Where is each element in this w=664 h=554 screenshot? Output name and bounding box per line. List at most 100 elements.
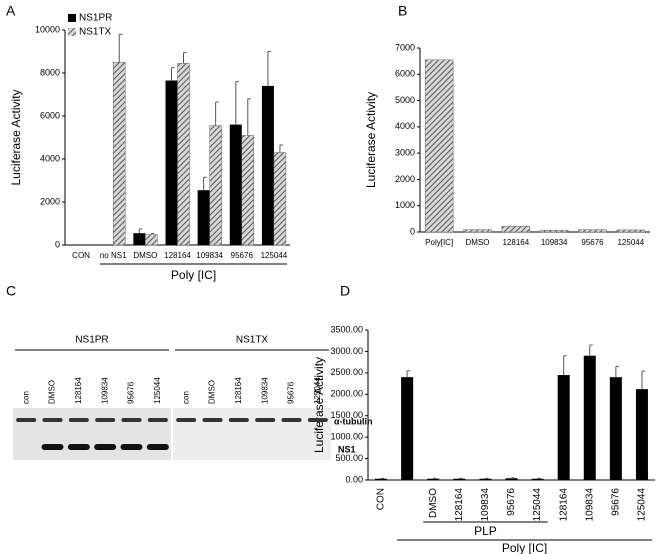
y-tick-label: 7000 (395, 42, 415, 52)
y-tick-label: 6000 (40, 110, 60, 120)
bar (635, 389, 648, 480)
blot-image (13, 408, 171, 460)
y-tick-label: 1000.00 (330, 432, 363, 442)
bar (427, 478, 440, 480)
bar (261, 85, 274, 246)
band (120, 444, 143, 450)
x-tick-label: 128164 (454, 488, 465, 522)
bar (197, 190, 210, 245)
x-tick-label: 125044 (617, 238, 644, 247)
bar (424, 59, 454, 233)
y-tick-label: 500.00 (335, 453, 363, 463)
bar (375, 478, 388, 480)
x-tick-label: DMSO (428, 488, 439, 518)
band (202, 418, 223, 422)
x-tick-label: Poly[IC] (425, 238, 453, 247)
bar (479, 478, 492, 480)
lane-label: 125044 (313, 377, 322, 404)
lane-label: con (181, 391, 190, 404)
panel-letter: C (6, 283, 16, 299)
legend-swatch (68, 28, 76, 36)
lane-label: 128164 (74, 377, 83, 404)
x-tick-label: 95676 (506, 488, 517, 516)
bar (165, 80, 178, 246)
bar (241, 135, 255, 246)
x-tick-label: 125044 (637, 488, 648, 522)
band (41, 444, 64, 450)
panel-letter: B (398, 3, 407, 19)
y-tick-label: 1000 (395, 200, 415, 210)
bar (112, 62, 126, 246)
y-tick-label: 0 (410, 226, 415, 236)
band (146, 444, 169, 450)
band (176, 418, 197, 422)
y-tick-label: 10000 (35, 24, 60, 34)
legend-label: NS1TX (79, 27, 112, 38)
y-tick-label: 2000 (40, 196, 60, 206)
band (42, 418, 63, 422)
group-label: NS1PR (75, 335, 108, 346)
blot-image (173, 408, 331, 460)
bar (133, 233, 146, 245)
bar (557, 375, 570, 480)
bar (229, 124, 242, 245)
y-axis-label: Luciferase Activity (9, 89, 23, 185)
bar (616, 229, 646, 233)
band (16, 418, 37, 422)
lane-label: DMSO (208, 380, 217, 404)
x-tick-label: 128164 (164, 251, 191, 260)
band-label: α-tubulin (334, 416, 373, 426)
bar (401, 377, 414, 480)
bar (209, 125, 222, 246)
bar (583, 355, 596, 480)
y-tick-label: 2000 (395, 174, 415, 184)
bar (505, 478, 518, 480)
x-tick-label: 125044 (261, 251, 288, 260)
bar (273, 152, 287, 246)
lane-label: 95676 (127, 381, 136, 404)
band (94, 444, 117, 450)
y-tick-label: 2000.00 (330, 389, 363, 399)
x-tick-label: 125044 (532, 488, 543, 522)
x-tick-label: 109834 (584, 488, 595, 522)
group-label: NS1TX (236, 335, 269, 346)
y-tick-label: 3000 (395, 148, 415, 158)
lane-label: 128164 (234, 377, 243, 404)
x-tick-label: no NS1 (100, 251, 127, 260)
y-tick-label: 2500.00 (330, 367, 363, 377)
lane-label: 125044 (153, 377, 162, 404)
x-tick-label: 128164 (558, 488, 569, 522)
x-tick-label: DMSO (133, 251, 157, 260)
bar (609, 377, 622, 480)
band (255, 418, 276, 422)
bar (539, 229, 569, 233)
x-tick-label: 109834 (480, 488, 491, 522)
y-tick-label: 6000 (395, 69, 415, 79)
bar (177, 63, 190, 246)
bar (501, 225, 531, 233)
band (281, 418, 302, 422)
x-tick-label: CON (72, 251, 90, 260)
band (67, 444, 90, 450)
y-axis-label: Luciferase Activity (364, 92, 378, 188)
group-label: Poly [IC] (171, 268, 216, 282)
legend-swatch (68, 14, 76, 22)
x-tick-label: CON (376, 488, 387, 510)
y-tick-label: 4000 (40, 153, 60, 163)
y-tick-label: 5000 (395, 95, 415, 105)
y-tick-label: 0 (55, 239, 60, 249)
band-label: NS1 (338, 444, 356, 454)
panel-letter: A (6, 3, 16, 19)
group-label: PLP (474, 524, 497, 538)
bar (578, 229, 607, 233)
x-tick-label: 95676 (581, 238, 604, 247)
y-tick-label: 4000 (395, 121, 415, 131)
lane-label: con (21, 391, 30, 404)
legend-label: NS1PR (79, 13, 112, 24)
y-axis-label: Luciferase Activity (312, 357, 326, 453)
x-tick-label: 95676 (611, 488, 622, 516)
x-tick-label: 95676 (231, 251, 254, 260)
band (228, 418, 249, 422)
x-tick-label: 128164 (502, 238, 529, 247)
